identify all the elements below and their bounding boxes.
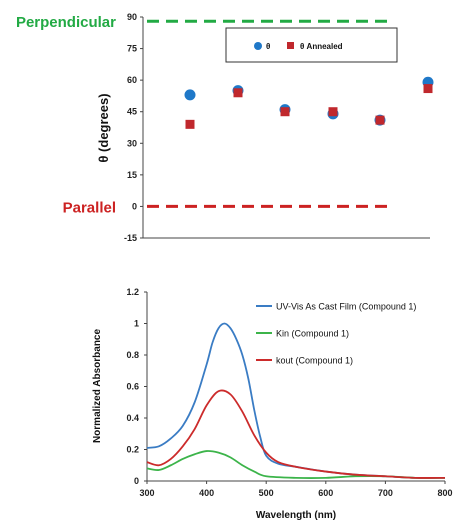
top-y-tick-label: 90 — [127, 12, 137, 22]
top-y-tick-label: -15 — [124, 233, 137, 243]
legend-label: Kin (Compound 1) — [276, 329, 349, 339]
legend-marker-theta — [254, 42, 262, 50]
top-reference-lines: Perpendicular Parallel — [16, 14, 392, 216]
bottom-chart: Normalized Absorbance Wavelength (nm) 00… — [92, 287, 453, 520]
top-y-axis-label: θ (degrees) — [96, 93, 111, 162]
top-y-tick-label: 75 — [127, 44, 137, 54]
top-chart: θ (degrees) -15 0 15 30 45 60 75 90 Perpendicul… — [16, 12, 434, 243]
bottom-y-tick-label: 1 — [134, 319, 139, 329]
bottom-x-tick-label: 300 — [139, 488, 154, 498]
legend-label: UV-Vis As Cast Film (Compound 1) — [276, 302, 416, 312]
series-line-2 — [146, 389, 446, 479]
theta-annealed-point — [328, 107, 338, 117]
bottom-x-axis-label: Wavelength (nm) — [256, 510, 336, 520]
top-data-points — [184, 76, 434, 129]
bottom-x-tick-label: 400 — [199, 488, 214, 498]
bottom-y-tick-label: 0.4 — [126, 413, 139, 423]
top-y-tick-label: 15 — [127, 170, 137, 180]
bottom-axis-ticks: 0 0.2 0.4 0.6 0.8 1 1.2 300 400 500 600 700 800 — [126, 287, 452, 498]
theta-annealed-point — [233, 88, 243, 98]
legend-label-theta-annealed: θ Annealed — [300, 42, 343, 51]
reference-label-perpendicular: Perpendicular — [16, 14, 116, 31]
top-y-tick-label: 30 — [127, 138, 137, 148]
theta-point — [184, 89, 196, 101]
bottom-x-tick-label: 700 — [378, 488, 393, 498]
theta-annealed-point — [280, 107, 290, 117]
bottom-x-tick-label: 500 — [259, 488, 274, 498]
top-legend: θ θ Annealed — [225, 27, 398, 63]
bottom-series-lines — [146, 322, 446, 479]
theta-annealed-point — [375, 115, 385, 125]
legend-marker-theta-annealed — [287, 42, 294, 49]
legend-label: kout (Compound 1) — [276, 356, 353, 366]
bottom-y-tick-label: 1.2 — [126, 287, 139, 297]
top-y-ticks: -15 0 15 30 45 60 75 90 — [124, 12, 143, 243]
bottom-y-tick-label: 0 — [134, 476, 139, 486]
theta-annealed-point — [185, 119, 195, 129]
top-y-tick-label: 0 — [132, 201, 137, 211]
top-y-tick-label: 60 — [127, 75, 137, 85]
bottom-y-tick-label: 0.2 — [126, 445, 139, 455]
bottom-x-tick-label: 800 — [437, 488, 452, 498]
series-line-1 — [146, 450, 446, 479]
reference-label-parallel: Parallel — [63, 199, 116, 216]
bottom-y-tick-label: 0.8 — [126, 350, 139, 360]
legend-label-theta: θ — [266, 42, 270, 51]
top-y-tick-label: 45 — [127, 107, 137, 117]
bottom-y-tick-label: 0.6 — [126, 382, 139, 392]
theta-annealed-point — [423, 84, 433, 94]
bottom-legend: UV-Vis As Cast Film (Compound 1) Kin (Com… — [256, 302, 416, 366]
bottom-y-axis-label: Normalized Absorbance — [92, 329, 103, 444]
bottom-x-tick-label: 600 — [318, 488, 333, 498]
